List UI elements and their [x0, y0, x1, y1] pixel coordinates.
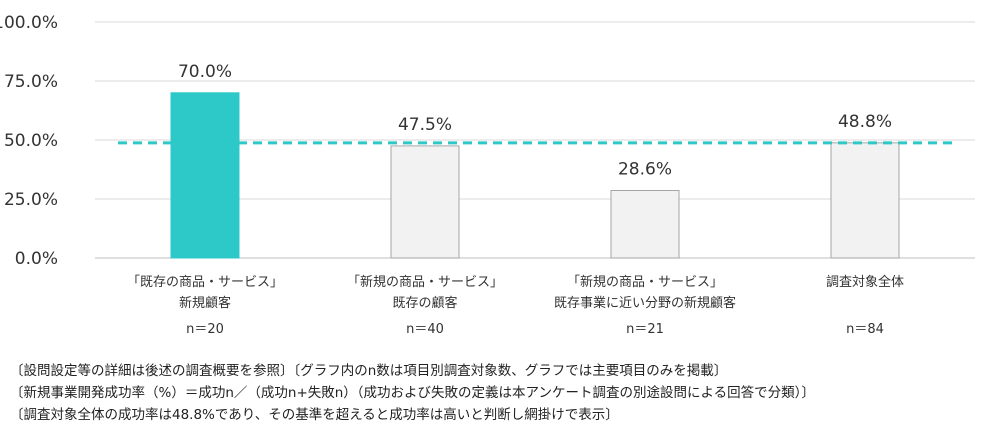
y-tick-label: 50.0% [4, 131, 58, 151]
sample-size-label: n＝20 [186, 322, 224, 337]
notes: 〔設問設定等の詳細は後述の調査概要を参照〕〔グラフ内のn数は項目別調査対象数、グ… [10, 360, 995, 426]
note-1: 〔設問設定等の詳細は後述の調査概要を参照〕〔グラフ内のn数は項目別調査対象数、グ… [10, 363, 728, 379]
y-tick-label: 75.0% [4, 72, 58, 92]
y-tick-label: 100.0% [0, 13, 58, 33]
bar [170, 92, 240, 259]
bar [390, 145, 460, 259]
bar [610, 190, 680, 259]
category-label-line2: 新規顧客 [179, 295, 231, 311]
category-label-line2: 既存事業に近い分野の新規顧客 [554, 295, 736, 311]
data-label: 70.0% [178, 62, 232, 82]
data-label: 28.6% [618, 160, 672, 180]
y-tick-label: 0.0% [15, 249, 58, 269]
sample-size-label: n＝21 [626, 322, 664, 337]
category-label-line1: 「新規の商品・サービス」 [567, 274, 723, 290]
y-tick-label: 25.0% [4, 190, 58, 210]
sample-size-label: n＝84 [846, 322, 884, 337]
note-2: 〔新規事業開発成功率（%）＝成功n／（成功n+失敗n）（成功および失敗の定義は本… [10, 385, 815, 401]
data-label: 48.8% [838, 112, 892, 132]
category-label-line1: 「既存の商品・サービス」 [127, 275, 283, 290]
data-label: 47.5% [398, 115, 452, 135]
bar [830, 142, 900, 259]
sample-size-label: n＝40 [406, 322, 444, 337]
category-label-line1: 調査対象全体 [826, 274, 904, 290]
category-label-line1: 「新規の商品・サービス」 [347, 274, 503, 290]
category-label-line2: 既存の顧客 [392, 295, 457, 311]
note-3: 〔調査対象全体の成功率は48.8%であり、その基準を超えると成功率は高いと判断し… [10, 407, 619, 423]
